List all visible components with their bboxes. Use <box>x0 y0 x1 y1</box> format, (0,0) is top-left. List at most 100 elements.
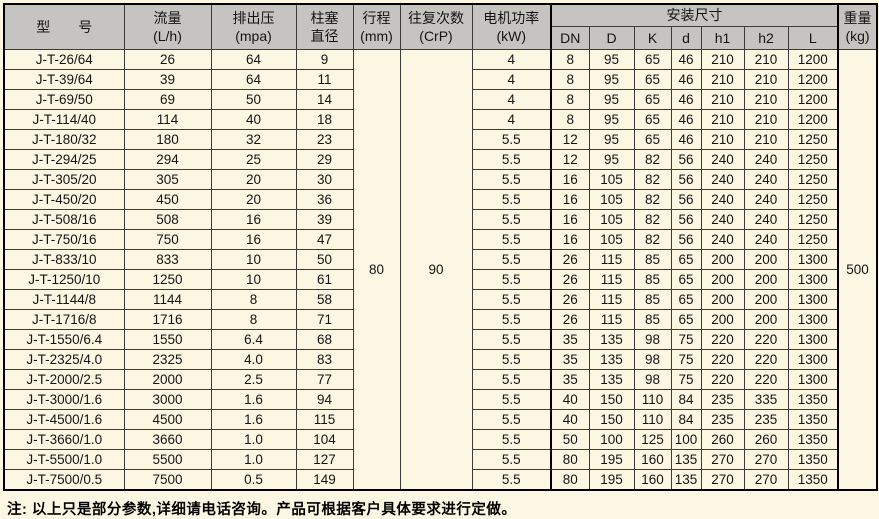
cell-dim-k: 65 <box>633 69 672 90</box>
cell-plunger: 11 <box>295 69 354 90</box>
cell-stroke-merged: 80 <box>352 49 401 491</box>
cell-dim-h1: 200 <box>700 249 745 270</box>
cell-dim-h1: 210 <box>700 49 745 70</box>
cell-dim-dn: 8 <box>550 49 590 70</box>
cell-dim-h2: 220 <box>743 349 789 370</box>
cell-dim-l: 1250 <box>787 209 839 230</box>
cell-flow: 508 <box>123 209 212 230</box>
cell-flow: 450 <box>123 189 212 210</box>
cell-flow: 7500 <box>123 469 212 491</box>
cell-dim-l: 1300 <box>787 309 839 330</box>
col-header-l: L <box>787 26 839 50</box>
table-row: J-T-294/25 294 25 29 5.5 12 95 82 56 240 240 1250 <box>3 149 877 170</box>
cell-model: J-T-114/40 <box>3 109 125 130</box>
cell-model: J-T-3660/1.0 <box>3 429 125 450</box>
cell-dim-h1: 220 <box>700 329 745 350</box>
cell-dim-dn: 35 <box>550 329 590 350</box>
cell-power: 5.5 <box>471 389 552 410</box>
cell-dim-h2: 210 <box>743 129 789 150</box>
cell-dim-h2: 210 <box>743 49 789 70</box>
cell-plunger: 36 <box>295 189 354 210</box>
cell-power: 5.5 <box>471 129 552 150</box>
cell-dim-dn: 40 <box>550 389 590 410</box>
table-row: J-T-26/64 26 64 9 80 90 4 8 95 65 46 210 210 1200 500 <box>3 49 878 491</box>
cell-dim-h1: 200 <box>700 289 745 310</box>
cell-pressure: 20 <box>210 189 297 210</box>
cell-dim-h2: 200 <box>743 249 789 270</box>
cell-plunger: 71 <box>295 309 354 330</box>
table-row: J-T-1250/10 1250 10 61 5.5 26 115 85 65 200 200 130… <box>3 269 877 290</box>
cell-flow: 69 <box>123 89 212 110</box>
table-row: J-T-508/16 508 16 39 5.5 16 105 82 56 240 240 1250 <box>3 209 877 230</box>
col-header-install-group: 安装尺寸 <box>549 3 839 27</box>
cell-dim-h2: 260 <box>743 429 789 450</box>
col-header-model: 型 号 <box>3 3 125 50</box>
cell-pressure: 16 <box>210 209 297 230</box>
cell-dim-dn: 80 <box>550 469 590 491</box>
cell-flow: 2000 <box>123 369 212 390</box>
cell-plunger: 94 <box>295 389 354 410</box>
cell-power: 5.5 <box>471 309 552 330</box>
cell-dim-d-big: 100 <box>588 429 635 450</box>
col-header-pressure: 排出压 (mpa) <box>210 3 297 50</box>
cell-pressure: 20 <box>210 169 297 190</box>
cell-model: J-T-180/32 <box>3 129 125 150</box>
cell-dim-d-small: 84 <box>670 389 702 410</box>
cell-model: J-T-7500/0.5 <box>3 469 125 491</box>
cell-dim-dn: 40 <box>550 409 590 430</box>
cell-dim-d-big: 135 <box>588 369 635 390</box>
cell-power: 5.5 <box>471 469 552 491</box>
cell-plunger: 47 <box>295 229 354 250</box>
cell-flow: 1716 <box>123 309 212 330</box>
cell-plunger: 39 <box>295 209 354 230</box>
cell-pressure: 6.4 <box>210 329 297 350</box>
cell-dim-k: 110 <box>633 409 672 430</box>
table-row: J-T-180/32 180 32 23 5.5 12 95 65 46 210 210 1250 <box>3 129 877 150</box>
cell-dim-l: 1300 <box>787 329 839 350</box>
cell-dim-dn: 16 <box>550 169 590 190</box>
cell-dim-dn: 80 <box>550 449 590 470</box>
cell-pressure: 1.0 <box>210 449 297 470</box>
cell-power: 5.5 <box>471 329 552 350</box>
cell-dim-d-small: 84 <box>670 409 702 430</box>
cell-dim-h1: 240 <box>700 149 745 170</box>
cell-dim-d-small: 65 <box>670 269 702 290</box>
cell-dim-dn: 26 <box>550 269 590 290</box>
cell-dim-h1: 270 <box>700 469 745 491</box>
cell-dim-h2: 220 <box>743 329 789 350</box>
cell-model: J-T-26/64 <box>3 49 125 70</box>
table-row: J-T-305/20 305 20 30 5.5 16 105 82 56 240 240 1250 <box>3 169 877 190</box>
cell-plunger: 83 <box>295 349 354 370</box>
cell-dim-d-big: 115 <box>588 249 635 270</box>
cell-dim-h2: 240 <box>743 169 789 190</box>
cell-dim-d-big: 95 <box>588 49 635 70</box>
cell-flow: 294 <box>123 149 212 170</box>
cell-plunger: 77 <box>295 369 354 390</box>
cell-model: J-T-1250/10 <box>3 269 125 290</box>
cell-dim-h2: 200 <box>743 289 789 310</box>
cell-dim-l: 1350 <box>787 429 839 450</box>
cell-dim-d-big: 105 <box>588 169 635 190</box>
cell-dim-h2: 240 <box>743 229 789 250</box>
cell-dim-k: 85 <box>633 289 672 310</box>
cell-power: 4 <box>471 89 552 110</box>
cell-dim-d-big: 95 <box>588 129 635 150</box>
cell-pressure: 10 <box>210 269 297 290</box>
cell-dim-k: 82 <box>633 209 672 230</box>
cell-power: 5.5 <box>471 209 552 230</box>
table-row: J-T-2000/2.5 2000 2.5 77 5.5 35 135 98 75 220 220 1… <box>3 369 877 390</box>
cell-dim-l: 1300 <box>787 349 839 370</box>
cell-dim-dn: 16 <box>550 189 590 210</box>
table-row: J-T-7500/0.5 7500 0.5 149 5.5 80 195 160 135 270 2… <box>3 469 877 491</box>
cell-dim-h2: 240 <box>743 189 789 210</box>
cell-power: 4 <box>471 49 552 70</box>
cell-pressure: 0.5 <box>210 469 297 491</box>
cell-flow: 305 <box>123 169 212 190</box>
cell-dim-h2: 240 <box>743 209 789 230</box>
cell-flow: 39 <box>123 69 212 90</box>
table-row: J-T-3660/1.0 3660 1.0 104 5.5 50 100 125 100 260 2… <box>3 429 877 450</box>
cell-model: J-T-450/20 <box>3 189 125 210</box>
cell-power: 5.5 <box>471 229 552 250</box>
cell-model: J-T-2000/2.5 <box>3 369 125 390</box>
cell-model: J-T-3000/1.6 <box>3 389 125 410</box>
